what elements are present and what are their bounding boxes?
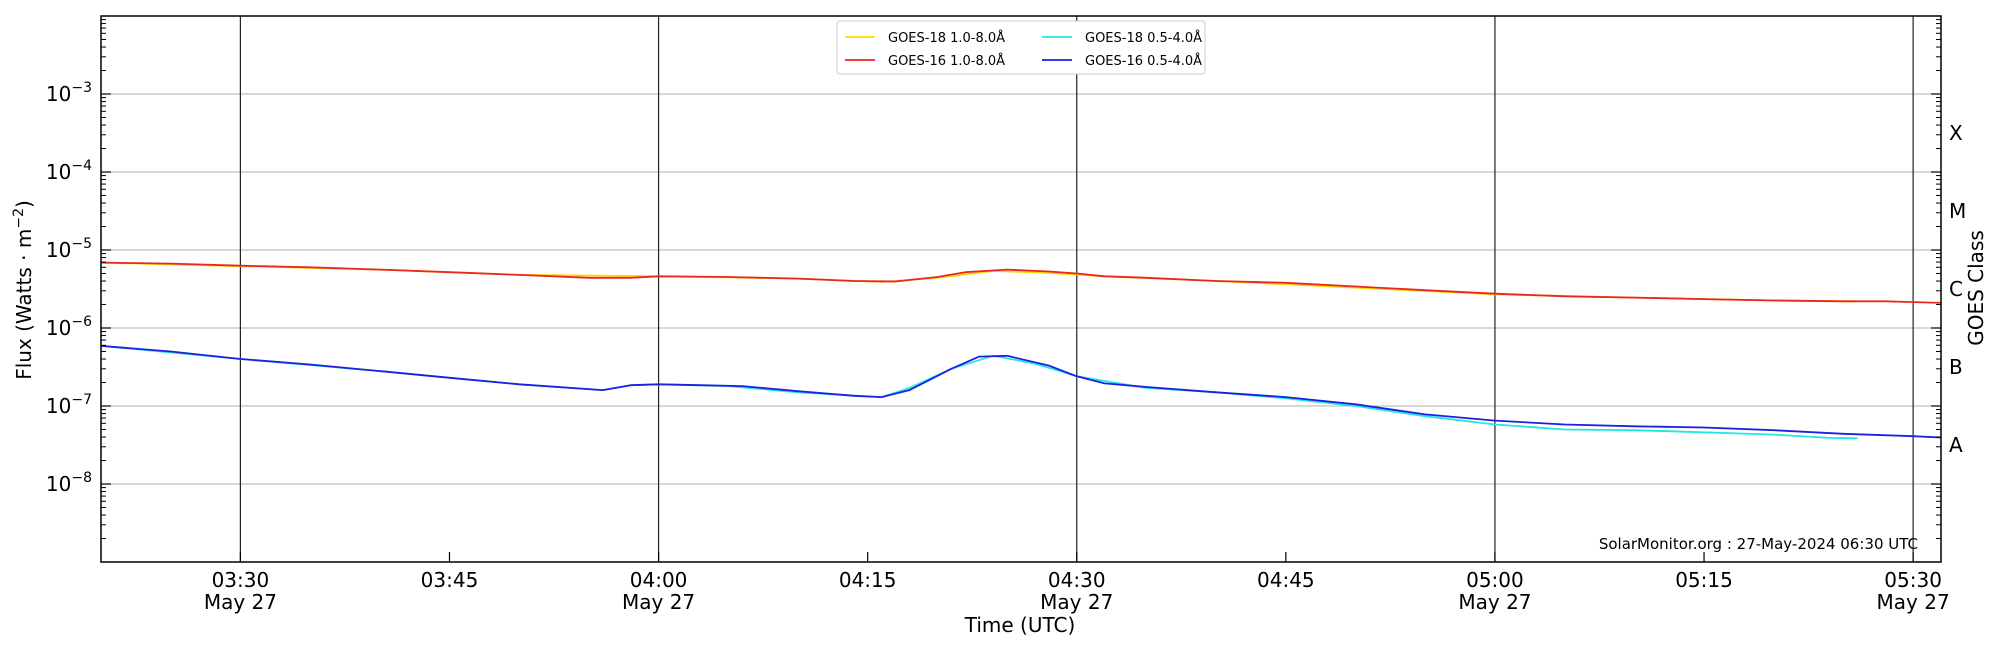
goes-class-m: M (1949, 199, 1966, 223)
x-tick-date: May 27 (622, 590, 695, 614)
x-tick-label: 03:45 (421, 568, 479, 592)
x-tick-date: May 27 (1040, 590, 1113, 614)
series-goes-16-0-5-4-0 (100, 345, 1942, 439)
x-tick-label: 03:30 (212, 568, 270, 592)
goes-class-b: B (1949, 355, 1963, 379)
y-tick-exponent: −7 (71, 392, 92, 408)
x-tick-date: May 27 (204, 590, 277, 614)
legend-entry: GOES-16 1.0-8.0Å (888, 53, 1005, 69)
y-tick-exponent: −4 (71, 158, 92, 174)
x-tick-label: 05:30 (1884, 568, 1942, 592)
credit-text: SolarMonitor.org : 27-May-2024 06:30 UTC (1599, 535, 1918, 553)
y-tick-base: 10 (46, 160, 71, 184)
legend-box (836, 20, 1206, 75)
legend-entry: GOES-18 1.0-8.0Å (888, 30, 1005, 46)
x-axis-label: Time (UTC) (964, 613, 1076, 637)
axis-ticks (101, 19, 1941, 562)
legend-entry: GOES-18 0.5-4.0Å (1085, 30, 1202, 46)
goes-class-c: C (1949, 277, 1963, 301)
y-tick-base: 10 (46, 472, 71, 496)
y-tick-label: 10−3 (46, 80, 92, 106)
legend: GOES-18 1.0-8.0Å GOES-16 1.0-8.0Å GOES-18 … (836, 20, 1206, 75)
date-vertical-lines (239, 16, 1914, 562)
y-tick-base: 10 (46, 82, 71, 106)
grid-lines (101, 93, 1941, 485)
y-tick-base: 10 (46, 238, 71, 262)
series-lines (100, 261, 1942, 440)
legend-entry: GOES-16 0.5-4.0Å (1085, 53, 1202, 69)
y-axis-label-close: ) (12, 200, 36, 208)
y-tick-base: 10 (46, 316, 71, 340)
x-tick-date: May 27 (1877, 590, 1950, 614)
x-tick-label: 04:15 (839, 568, 897, 592)
x-tick-label: 05:00 (1466, 568, 1524, 592)
y-tick-exponent: −8 (71, 470, 92, 486)
y-axis-label-exponent: −2 (11, 208, 27, 229)
goes-class-a: A (1949, 433, 1963, 457)
goes-class-x: X (1949, 121, 1963, 145)
x-tick-label: 04:30 (1048, 568, 1106, 592)
goes-class-labels: A B C M X (1949, 121, 1966, 457)
y-axis-label: Flux (Watts · m−2) (11, 200, 36, 380)
y-tick-exponent: −6 (71, 314, 92, 330)
y-tick-exponent: −3 (71, 80, 92, 96)
y-axis-label-text: Flux (Watts · m (12, 229, 36, 380)
y-tick-label: 10−8 (46, 470, 92, 496)
right-axis-label: GOES Class (1964, 230, 1988, 346)
y-tick-base: 10 (46, 394, 71, 418)
y-tick-exponent: −5 (71, 236, 92, 252)
y-tick-label: 10−6 (46, 314, 92, 340)
x-tick-date: May 27 (1458, 590, 1531, 614)
y-tick-labels: 10−810−710−610−510−410−3 (46, 80, 92, 496)
plot-frame (100, 15, 1942, 563)
y-tick-label: 10−4 (46, 158, 92, 184)
y-tick-label: 10−7 (46, 392, 92, 418)
y-tick-label: 10−5 (46, 236, 92, 262)
x-tick-label: 04:45 (1257, 568, 1315, 592)
x-tick-label: 04:00 (630, 568, 688, 592)
series-goes-16-1-0-8-0 (100, 261, 1942, 304)
x-tick-label: 05:15 (1675, 568, 1733, 592)
